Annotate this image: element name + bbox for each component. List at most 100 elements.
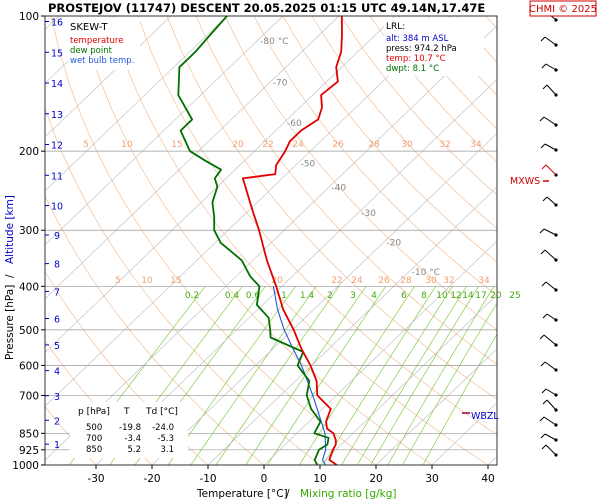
isotherm-line xyxy=(45,16,284,246)
lrl-box xyxy=(384,18,484,76)
isotherm-line xyxy=(45,25,497,461)
pressure-axis: 100 200 300 400 500 600 700 850 925 1000 xyxy=(12,11,45,472)
dry-adiabat-line xyxy=(50,16,377,465)
lrl-press: press: 974.2 hPa xyxy=(386,44,457,54)
altitude-tick-label: 13 xyxy=(51,110,63,121)
temperature-profile-line xyxy=(241,16,343,465)
dry-adiabat-label: 34 xyxy=(478,276,490,286)
wind-barb-flag xyxy=(539,334,545,340)
dry-adiabat-label: 22 xyxy=(331,276,342,286)
temperature-tick-label: -10 xyxy=(199,473,216,485)
x-axis-title-mixing: Mixing ratio [g/kg] xyxy=(300,488,396,500)
legend-dewpoint: dew point xyxy=(70,46,113,56)
dry-adiabat-label: 28 xyxy=(400,276,412,286)
altitude-tick-label: 4 xyxy=(54,367,60,378)
wind-barb-flag xyxy=(542,196,548,202)
isotherm-label: -20 xyxy=(386,239,401,249)
wind-barb-flag xyxy=(541,281,547,287)
wind-barb-staff xyxy=(544,143,557,151)
lrl-alt: alt: 384 m ASL xyxy=(386,34,449,44)
dry-adiabat-line xyxy=(224,16,497,331)
dewpoint-profile-line xyxy=(177,16,330,465)
wind-barb-flag xyxy=(541,388,547,394)
temperature-tick-label: 40 xyxy=(481,473,494,485)
isotherm-line xyxy=(95,79,497,465)
dry-adiabat-line xyxy=(79,16,433,465)
credit-text: CHMI © 2025 xyxy=(529,4,597,15)
dry-adiabat-label: 5 xyxy=(115,276,121,286)
profiles xyxy=(177,16,343,465)
wind-barb-flag xyxy=(540,143,546,149)
dry-adiabat-line xyxy=(282,16,497,263)
mixing-ratio-label: 1 xyxy=(281,291,287,301)
mixing-ratio-label: 0.4 xyxy=(225,291,240,301)
wind-barb-staff xyxy=(545,388,557,396)
isotherm-line xyxy=(544,16,600,465)
altitude-tick-label: 6 xyxy=(54,315,60,326)
dry-adiabat-label: 32 xyxy=(443,276,454,286)
isotherm-line xyxy=(319,294,497,465)
dry-adiabat-line xyxy=(253,16,497,297)
wind-barb-staff xyxy=(546,196,557,206)
mixing-ratio-line xyxy=(356,286,467,465)
mixing-ratio-label: 4 xyxy=(371,291,377,301)
pressure-tick-label: 300 xyxy=(19,225,39,237)
lrl-dwpt: dwpt: 8.1 °C xyxy=(386,64,439,74)
dry-adiabat-line xyxy=(340,16,497,196)
dry-adiabat-label: 15 xyxy=(170,276,181,286)
wind-barb-staff xyxy=(543,334,557,346)
y-axis-title-pressure: Pressure [hPa] xyxy=(4,285,16,360)
altitude-tick-label: 15 xyxy=(51,48,63,59)
wind-barb-staff xyxy=(545,164,557,176)
pressure-tick-label: 1000 xyxy=(12,460,39,472)
mixing-ratio-line xyxy=(370,286,479,465)
isotherms xyxy=(45,16,600,465)
wind-barb-flag xyxy=(539,416,545,422)
mixing-ratio-label: 0.6 xyxy=(246,291,261,301)
mxws-label: MXWS xyxy=(510,176,540,187)
chart-title: PROSTEJOV (11747) DESCENT 20.05.2025 01:… xyxy=(48,1,485,15)
mixing-ratio-label: 6 xyxy=(401,291,407,301)
isotherm-label: -80 °C xyxy=(260,37,288,47)
pressure-tick-label: 850 xyxy=(19,428,39,440)
isotherm-line xyxy=(45,16,228,192)
dry-adiabat-line xyxy=(515,16,600,465)
altitude-tick-label: 8 xyxy=(54,260,60,271)
temperature-tick-label: -20 xyxy=(143,473,160,485)
pressure-tick-label: 700 xyxy=(19,390,39,402)
isotherm-label: -10 °C xyxy=(412,268,440,278)
wind-barb-staff xyxy=(546,399,557,411)
dry-adiabat-labels: 5 10 15 20 22 24 26 28 30 32 34 5 10 15 20 22 24 26 28 30 32… xyxy=(83,140,490,286)
dry-adiabat-line xyxy=(311,16,497,229)
mixing-ratio-line xyxy=(422,333,497,465)
pressure-tick-label: 600 xyxy=(19,360,39,372)
isotherm-line xyxy=(45,16,396,353)
temperature-axis: -30 -20 -10 0 10 20 30 40 xyxy=(87,465,495,485)
isotherm-label: -50 xyxy=(301,160,316,170)
dry-adiabat-label: 30 xyxy=(401,140,413,150)
table-cell: 5.2 xyxy=(127,445,141,455)
dry-adiabat-line xyxy=(427,16,497,96)
altitude-tick-label: 16 xyxy=(51,18,63,29)
mixing-ratio-line xyxy=(215,286,340,465)
dry-adiabat-label: 28 xyxy=(368,140,380,150)
wbzl-label: WBZL xyxy=(471,411,499,422)
isotherm-line xyxy=(45,16,452,407)
mixing-ratio-label: 3 xyxy=(350,291,356,301)
wind-barb-staff xyxy=(546,313,557,321)
mixing-ratio-label: 2 xyxy=(327,291,333,301)
dry-adiabat-line xyxy=(45,194,265,465)
dry-adiabat-line xyxy=(544,16,600,465)
mixing-ratio-line xyxy=(322,286,436,465)
pressure-tick-label: 500 xyxy=(19,325,39,337)
mixing-ratio-label: 25 xyxy=(509,291,520,301)
dry-adiabat-line xyxy=(166,16,497,400)
table-cell: -24.0 xyxy=(152,423,174,433)
isotherm-label: -30 xyxy=(361,209,376,219)
dry-adiabat-label: 10 xyxy=(141,276,153,286)
altitude-tick-label: 11 xyxy=(51,171,63,182)
wind-barb-staff xyxy=(545,444,557,456)
wind-barb-flag xyxy=(541,444,547,450)
dry-adiabat-label: 15 xyxy=(171,140,182,150)
